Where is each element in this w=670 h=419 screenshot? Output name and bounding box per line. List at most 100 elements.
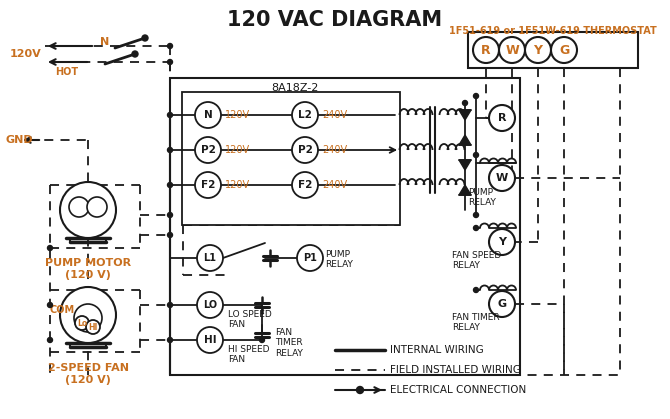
- Circle shape: [474, 287, 478, 292]
- Text: Lo: Lo: [77, 318, 87, 328]
- Circle shape: [168, 147, 172, 153]
- Text: HI SPEED
FAN: HI SPEED FAN: [228, 345, 269, 365]
- Circle shape: [48, 246, 52, 251]
- Text: LO: LO: [203, 300, 217, 310]
- Text: HI: HI: [204, 335, 216, 345]
- Circle shape: [292, 137, 318, 163]
- Circle shape: [168, 212, 172, 217]
- Text: FIELD INSTALLED WIRING: FIELD INSTALLED WIRING: [390, 365, 521, 375]
- Circle shape: [195, 102, 221, 128]
- Circle shape: [474, 153, 478, 158]
- Polygon shape: [459, 110, 471, 120]
- Bar: [182, 92, 400, 225]
- Text: R: R: [498, 113, 507, 123]
- Circle shape: [292, 172, 318, 198]
- Circle shape: [168, 59, 172, 65]
- Text: F2: F2: [201, 180, 215, 190]
- Circle shape: [195, 172, 221, 198]
- Circle shape: [168, 44, 172, 49]
- Text: W: W: [496, 173, 508, 183]
- Text: L2: L2: [298, 110, 312, 120]
- Text: 2-SPEED FAN
(120 V): 2-SPEED FAN (120 V): [48, 363, 129, 385]
- Circle shape: [474, 225, 478, 230]
- Text: 120V: 120V: [225, 145, 250, 155]
- Text: F2: F2: [297, 180, 312, 190]
- Text: P1: P1: [303, 253, 317, 263]
- Text: 240V: 240V: [322, 145, 347, 155]
- Circle shape: [86, 320, 100, 334]
- Text: G: G: [559, 44, 569, 57]
- Text: R: R: [481, 44, 491, 57]
- Circle shape: [142, 35, 148, 41]
- Circle shape: [60, 182, 116, 238]
- Polygon shape: [459, 185, 471, 195]
- Circle shape: [74, 304, 102, 332]
- Circle shape: [297, 245, 323, 271]
- Text: COM: COM: [50, 305, 75, 315]
- Circle shape: [473, 37, 499, 63]
- Text: ELECTRICAL CONNECTION: ELECTRICAL CONNECTION: [390, 385, 526, 395]
- Text: 120V: 120V: [225, 110, 250, 120]
- Circle shape: [551, 37, 577, 63]
- Circle shape: [197, 245, 223, 271]
- Text: LO SPEED
FAN: LO SPEED FAN: [228, 310, 272, 329]
- Text: L1: L1: [204, 253, 216, 263]
- Text: 120V: 120V: [10, 49, 42, 59]
- Text: PUMP
RELAY: PUMP RELAY: [325, 250, 353, 269]
- Text: Y: Y: [498, 237, 506, 247]
- Text: 120V: 120V: [225, 180, 250, 190]
- Polygon shape: [459, 135, 471, 145]
- Text: W: W: [505, 44, 519, 57]
- Text: 240V: 240V: [322, 110, 347, 120]
- Text: FAN
TIMER
RELAY: FAN TIMER RELAY: [275, 328, 303, 358]
- Circle shape: [48, 303, 52, 308]
- Circle shape: [168, 337, 172, 342]
- Text: 240V: 240V: [322, 180, 347, 190]
- Circle shape: [48, 337, 52, 342]
- Circle shape: [489, 105, 515, 131]
- Circle shape: [474, 93, 478, 98]
- Text: PUMP MOTOR
(120 V): PUMP MOTOR (120 V): [45, 258, 131, 279]
- Text: Y: Y: [533, 44, 543, 57]
- Text: HOT: HOT: [55, 67, 78, 77]
- Circle shape: [489, 165, 515, 191]
- Text: P2: P2: [297, 145, 312, 155]
- Circle shape: [489, 291, 515, 317]
- Bar: [170, 78, 520, 375]
- Circle shape: [474, 212, 478, 217]
- Bar: [468, 32, 638, 68]
- Circle shape: [75, 316, 89, 330]
- Text: 8A18Z-2: 8A18Z-2: [271, 83, 319, 93]
- Circle shape: [259, 337, 265, 342]
- Text: FAN TIMER
RELAY: FAN TIMER RELAY: [452, 313, 500, 332]
- Circle shape: [87, 197, 107, 217]
- Text: 120 VAC DIAGRAM: 120 VAC DIAGRAM: [227, 10, 443, 30]
- Circle shape: [168, 183, 172, 187]
- Circle shape: [132, 51, 138, 57]
- Text: GND: GND: [5, 135, 33, 145]
- Text: N: N: [204, 110, 212, 120]
- Circle shape: [356, 386, 364, 393]
- Polygon shape: [459, 160, 471, 170]
- Text: P2: P2: [200, 145, 216, 155]
- Text: INTERNAL WIRING: INTERNAL WIRING: [390, 345, 484, 355]
- Text: G: G: [497, 299, 507, 309]
- Circle shape: [60, 287, 116, 343]
- Circle shape: [197, 327, 223, 353]
- Circle shape: [195, 137, 221, 163]
- Circle shape: [168, 233, 172, 238]
- Circle shape: [292, 102, 318, 128]
- Text: PUMP
RELAY: PUMP RELAY: [468, 188, 496, 207]
- Circle shape: [499, 37, 525, 63]
- Circle shape: [462, 101, 468, 106]
- Text: HI: HI: [88, 323, 98, 331]
- Circle shape: [525, 37, 551, 63]
- Text: FAN SPEED
RELAY: FAN SPEED RELAY: [452, 251, 501, 270]
- Circle shape: [489, 229, 515, 255]
- Circle shape: [197, 292, 223, 318]
- Text: 1F51-619 or 1F51W-619 THERMOSTAT: 1F51-619 or 1F51W-619 THERMOSTAT: [449, 26, 657, 36]
- Circle shape: [69, 197, 89, 217]
- Text: N: N: [100, 37, 109, 47]
- Circle shape: [168, 112, 172, 117]
- Circle shape: [168, 303, 172, 308]
